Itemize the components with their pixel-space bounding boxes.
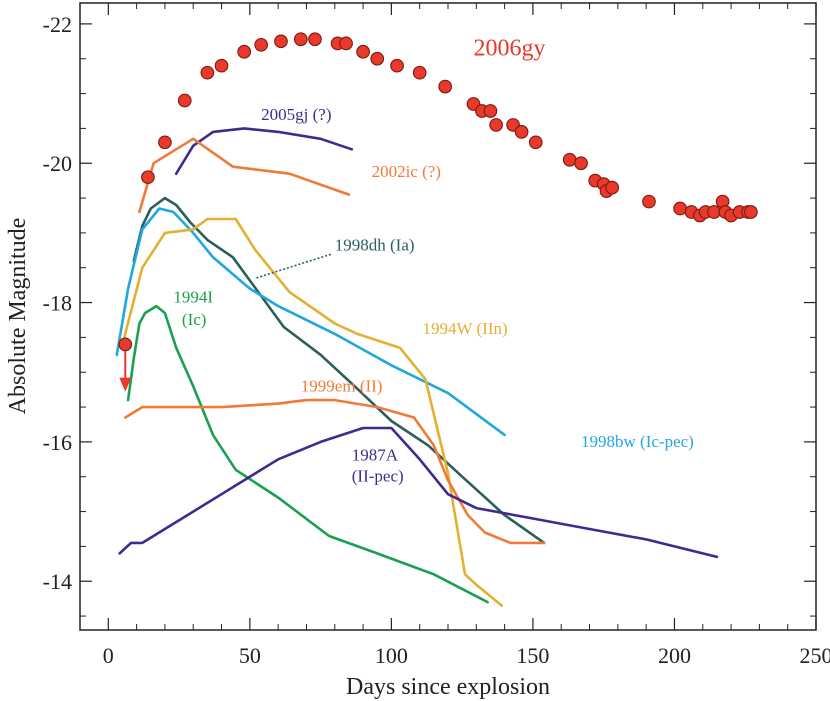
series-annotation-label: 1998bw (Ic-pec) <box>581 432 694 451</box>
data-point-2006gy <box>158 135 172 150</box>
data-point-2006gy <box>356 44 370 59</box>
upper-limit-point <box>118 337 133 352</box>
data-point-2006gy <box>642 194 656 209</box>
series-annotation-label: 1998dh (Ia) <box>335 235 415 254</box>
annotation-leader <box>255 253 332 279</box>
data-point-2006gy <box>574 156 588 171</box>
series-annotation-label: 1987A <box>352 446 399 465</box>
x-tick-label: 150 <box>516 643 549 668</box>
series-line-1998dh-ia <box>132 196 546 545</box>
data-point-2006gy <box>274 34 288 49</box>
data-point-2006gy <box>214 58 229 73</box>
y-tick-label: -18 <box>43 291 72 316</box>
data-point-2006gy <box>237 44 252 59</box>
data-point-2006gy <box>308 32 322 47</box>
data-point-2006gy <box>141 170 155 185</box>
y-tick-label: -16 <box>43 430 72 455</box>
x-tick-label: 50 <box>239 643 261 668</box>
data-point-2006gy <box>412 65 427 80</box>
data-point-2006gy <box>200 65 215 80</box>
series-annotation-label: (Ic) <box>182 310 207 329</box>
data-point-2006gy <box>177 93 192 108</box>
y-tick-label: -20 <box>43 151 72 176</box>
series-annotation-label: 1994W (IIn) <box>423 319 508 338</box>
series-annotation-label: 2005gj (?) <box>261 105 331 124</box>
series-line-2005gj <box>174 127 354 175</box>
series-layer <box>115 32 758 607</box>
x-tick-label: 200 <box>658 643 691 668</box>
series-line-1999em-ii <box>124 398 546 545</box>
x-tick-label: 100 <box>375 643 408 668</box>
axis-ticks: 0 50 100 150 200 250 -14 -16 -18 -20 -22 <box>43 3 830 668</box>
data-point-2006gy <box>339 36 353 51</box>
series-line-1994w-iin <box>121 217 504 607</box>
series-annotation-label: (II-pec) <box>352 467 404 486</box>
data-point-2006gy <box>370 51 385 66</box>
series-line-1987a-ii-pec <box>118 426 719 559</box>
data-point-2006gy <box>605 180 620 195</box>
data-point-2006gy <box>438 79 453 94</box>
data-point-2006gy <box>673 201 687 216</box>
annotation-layer: 2006gy 2005gj (?) 2002ic (?) 1998dh (Ia) 199… <box>173 35 693 485</box>
data-point-2006gy <box>293 32 308 47</box>
y-tick-label: -14 <box>43 569 72 594</box>
data-point-2006gy <box>562 152 577 167</box>
data-point-2006gy <box>514 125 529 139</box>
data-point-2006gy <box>483 104 498 118</box>
y-axis-title: Absolute Magnitude <box>5 218 31 415</box>
series-annotation-label: 2006gy <box>473 35 545 61</box>
data-point-2006gy <box>254 37 269 52</box>
x-tick-label: 250 <box>800 643 830 668</box>
series-annotation-label: 1994I <box>173 288 213 307</box>
data-point-2006gy <box>489 118 503 132</box>
x-axis-title: Days since explosion <box>346 674 550 700</box>
data-point-2006gy <box>744 205 758 219</box>
series-line-1994i-ic <box>126 304 489 604</box>
data-point-2006gy <box>707 205 721 219</box>
y-tick-label: -22 <box>43 12 72 37</box>
series-line-1998bw-ic-pec <box>115 207 506 437</box>
series-annotation-label: 1999em (II) <box>301 377 383 396</box>
data-point-2006gy <box>390 58 404 73</box>
series-annotation-label: 2002ic (?) <box>372 162 441 181</box>
x-tick-label: 0 <box>103 643 114 668</box>
upper-limit-arrow-head <box>119 377 132 392</box>
data-point-2006gy <box>528 135 543 150</box>
